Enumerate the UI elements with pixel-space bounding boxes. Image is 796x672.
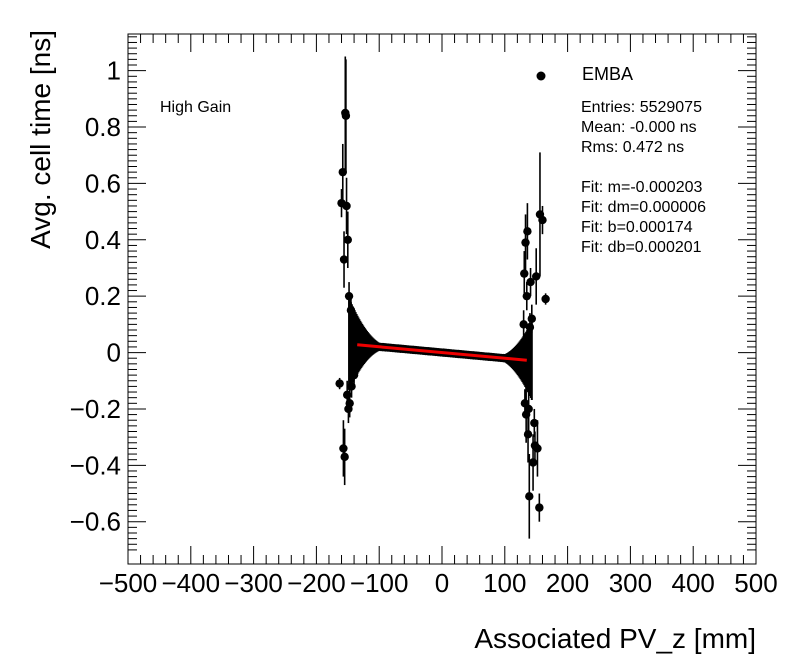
data-point bbox=[518, 362, 527, 371]
y-axis-title: Avg. cell time [ns] bbox=[25, 30, 56, 249]
data-point bbox=[342, 201, 351, 211]
x-tick-label: −100 bbox=[350, 568, 409, 598]
y-tick-label: 0 bbox=[107, 338, 121, 368]
data-point bbox=[520, 269, 529, 278]
y-tick-label: −0.2 bbox=[70, 394, 121, 424]
data-point bbox=[530, 418, 539, 428]
data-point bbox=[532, 272, 541, 281]
data-point bbox=[521, 238, 530, 247]
legend-marker bbox=[536, 71, 546, 81]
x-axis-title: Associated PV_z [mm] bbox=[474, 623, 756, 654]
stats-line: Entries: 5529075 bbox=[581, 99, 702, 116]
stats-line: Fit: b=0.000174 bbox=[581, 219, 693, 236]
y-tick-labels: −0.6 −0.4 −0.2 0 0.2 0.4 0.6 0.8 1 bbox=[70, 56, 121, 537]
y-tick-label: 0.6 bbox=[85, 168, 121, 198]
data-point bbox=[345, 399, 354, 408]
data-point bbox=[349, 370, 359, 380]
data-point bbox=[343, 235, 352, 244]
x-tick-label: −300 bbox=[224, 568, 283, 598]
data-point bbox=[344, 291, 354, 301]
data-points bbox=[335, 56, 550, 539]
x-tick-label: 500 bbox=[734, 568, 777, 598]
error-band bbox=[348, 297, 533, 401]
y-tick-label: −0.6 bbox=[70, 507, 121, 537]
y-tick-label: 0.2 bbox=[85, 281, 121, 311]
data-point bbox=[523, 227, 532, 236]
data-point bbox=[526, 277, 535, 287]
fit-line-group bbox=[357, 343, 527, 362]
data-point bbox=[339, 255, 349, 264]
data-point bbox=[340, 452, 349, 462]
data-point bbox=[535, 503, 544, 512]
x-tick-label: −200 bbox=[287, 568, 346, 598]
axis-ticks bbox=[127, 34, 757, 564]
stats-line: Fit: dm=0.000006 bbox=[581, 199, 706, 216]
y-tick-label: 0.8 bbox=[85, 112, 121, 142]
data-point bbox=[522, 291, 531, 301]
data-point bbox=[341, 111, 351, 120]
data-point bbox=[538, 215, 547, 225]
data-point bbox=[338, 167, 347, 177]
data-point bbox=[533, 444, 542, 453]
data-point bbox=[528, 458, 538, 467]
y-tick-label: −0.4 bbox=[70, 450, 121, 480]
data-point bbox=[339, 444, 348, 453]
stats-line: Fit: m=-0.000203 bbox=[581, 179, 703, 196]
x-tick-label: 300 bbox=[609, 568, 652, 598]
data-point bbox=[527, 314, 537, 323]
data-point bbox=[525, 322, 535, 332]
high-gain-label: High Gain bbox=[160, 99, 231, 116]
stats-box: Entries: 5529075 Mean: -0.000 ns Rms: 0.… bbox=[581, 99, 706, 256]
x-tick-label: 0 bbox=[435, 568, 449, 598]
data-point bbox=[524, 404, 533, 414]
fit-line bbox=[357, 343, 527, 362]
x-tick-label: 100 bbox=[483, 568, 526, 598]
x-tick-label: −500 bbox=[99, 568, 158, 598]
data-point bbox=[519, 320, 528, 329]
x-tick-label: 400 bbox=[672, 568, 715, 598]
legend-label: EMBA bbox=[582, 64, 633, 84]
stats-line: Fit: db=0.000201 bbox=[581, 239, 702, 256]
x-tick-labels: −500 −400 −300 −200 −100 0 100 200 300 400 500 bbox=[99, 568, 778, 598]
stats-line: Rms: 0.472 ns bbox=[581, 139, 684, 156]
y-tick-label: 1 bbox=[107, 56, 121, 86]
data-point bbox=[346, 306, 356, 315]
x-tick-label: 200 bbox=[546, 568, 589, 598]
data-point bbox=[348, 320, 358, 329]
stats-line: Mean: -0.000 ns bbox=[581, 119, 697, 136]
data-point bbox=[335, 379, 344, 388]
data-point bbox=[541, 294, 550, 304]
x-tick-label: −400 bbox=[162, 568, 221, 598]
data-point bbox=[525, 492, 534, 501]
data-point bbox=[347, 382, 356, 391]
y-tick-label: 0.4 bbox=[85, 225, 121, 255]
